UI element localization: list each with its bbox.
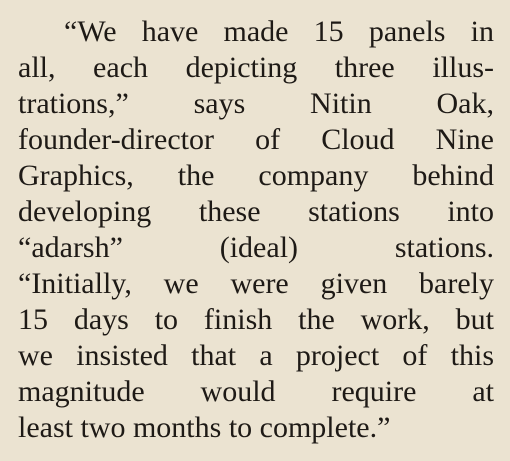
text-line: trations,” says Nitin Oak, bbox=[18, 87, 494, 120]
text-line: “We have made 15 panels in bbox=[64, 15, 494, 48]
text-line: “Initially, we were given barely bbox=[18, 267, 494, 300]
text-line: Graphics, the company behind bbox=[18, 159, 494, 192]
text-line: 15 days to finish the work, but bbox=[18, 303, 494, 336]
text-line: “adarsh” (ideal) stations. bbox=[18, 231, 494, 264]
text-line: founder-director of Cloud Nine bbox=[18, 123, 494, 156]
text-line: developing these stations into bbox=[18, 195, 494, 228]
text-line: magnitude would require at bbox=[18, 375, 494, 408]
text-line: we insisted that a project of this bbox=[18, 339, 494, 372]
text-line: least two months to complete.” bbox=[18, 411, 391, 444]
text-line: all, each depicting three illus- bbox=[18, 51, 494, 84]
